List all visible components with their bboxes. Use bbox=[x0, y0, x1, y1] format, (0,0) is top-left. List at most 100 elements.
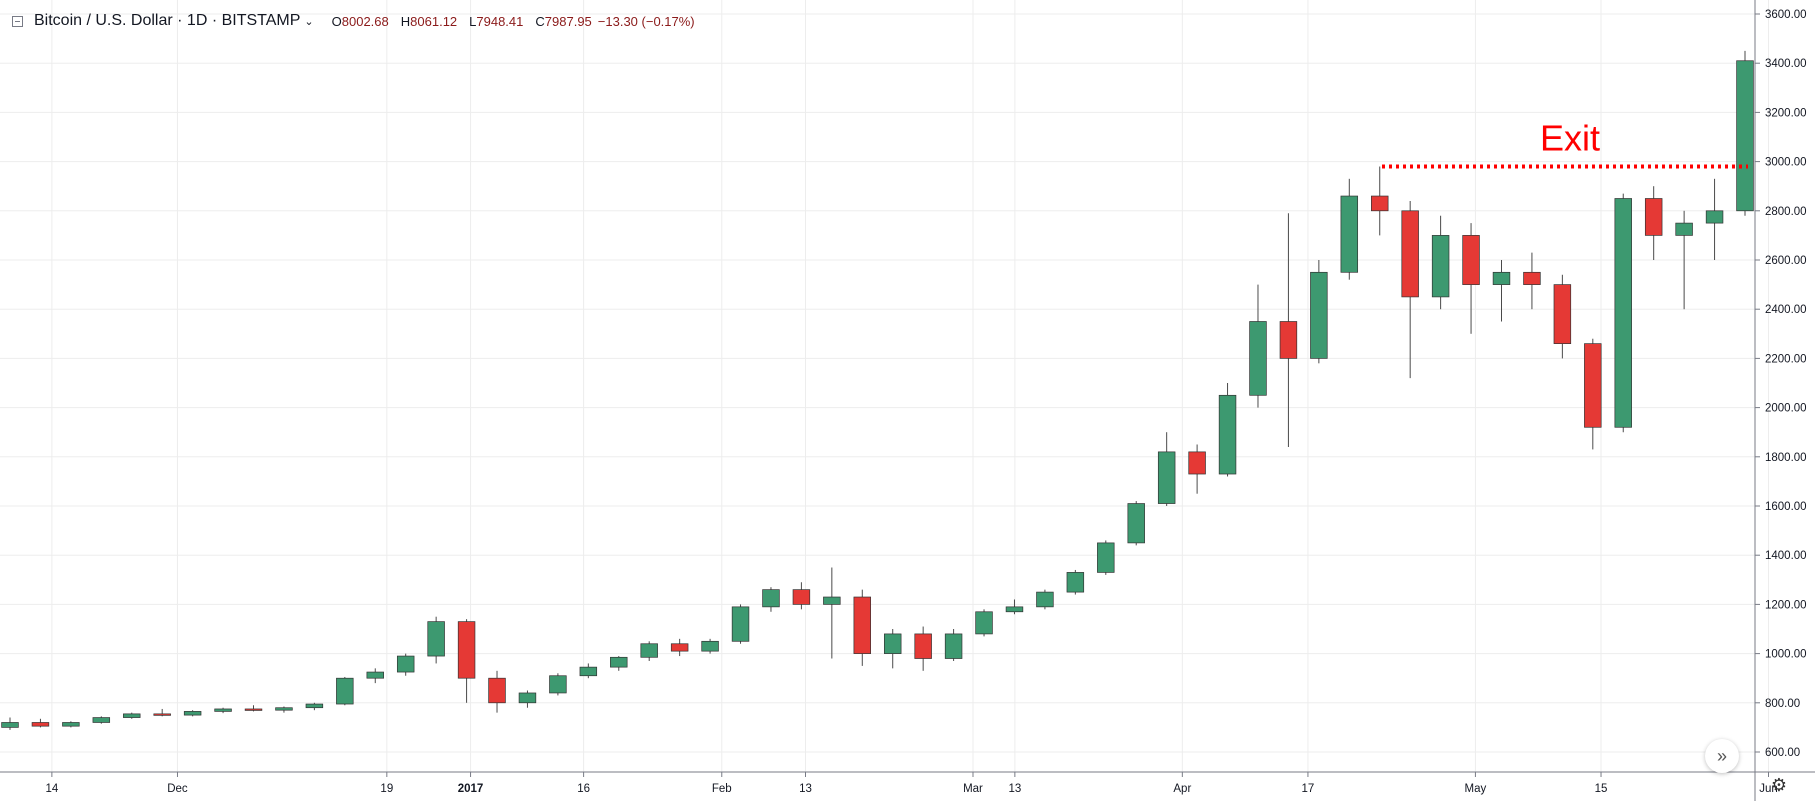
candle bbox=[1249, 284, 1267, 408]
chart-grid bbox=[0, 0, 1769, 772]
candle bbox=[610, 656, 628, 671]
candle bbox=[244, 705, 263, 712]
candle bbox=[975, 609, 993, 637]
candle bbox=[457, 619, 476, 703]
y-tick-label: 2400.00 bbox=[1765, 304, 1807, 316]
candle bbox=[336, 676, 354, 706]
exit-label: Exit bbox=[1540, 118, 1600, 159]
candle-body-down bbox=[914, 633, 932, 659]
candle bbox=[1736, 50, 1754, 216]
candle-body-up bbox=[1340, 195, 1359, 273]
candle bbox=[183, 710, 202, 717]
candle-body-up bbox=[1310, 271, 1328, 359]
x-tick-label: Jun bbox=[1759, 783, 1778, 795]
candle bbox=[396, 653, 415, 676]
ohlc-high: H8061.12 bbox=[400, 13, 458, 29]
candle bbox=[1188, 444, 1206, 494]
candle-body-up bbox=[610, 656, 628, 668]
ohlc-values: O8002.68 H8061.12 L7948.41 C7987.95 bbox=[332, 14, 592, 29]
x-tick-label: 13 bbox=[799, 783, 812, 795]
candle-body-up bbox=[305, 703, 324, 709]
candle-body-up bbox=[1705, 210, 1724, 224]
exit-annotation: Exit bbox=[1382, 118, 1748, 169]
candle-body-down bbox=[1371, 195, 1389, 212]
candle-body-up bbox=[1736, 60, 1754, 212]
candle bbox=[1705, 178, 1724, 260]
candle-body-up bbox=[336, 677, 354, 705]
candle bbox=[1401, 200, 1419, 379]
candle bbox=[640, 641, 658, 661]
candle-body-down bbox=[1553, 284, 1572, 344]
candle-body-up bbox=[123, 713, 141, 718]
time-axis[interactable]: 14Dec19201716Feb13Mar13Apr17May15Jun19Ju… bbox=[0, 771, 1815, 795]
y-tick-label: 2800.00 bbox=[1765, 206, 1807, 218]
candle-body-down bbox=[1523, 271, 1541, 285]
candle bbox=[1614, 193, 1632, 433]
double-chevron-right-icon: » bbox=[1716, 745, 1727, 766]
candle bbox=[701, 638, 719, 654]
candle bbox=[214, 707, 232, 714]
candle-body-up bbox=[396, 655, 415, 673]
candle bbox=[31, 718, 50, 728]
ohlc-close: C7987.95 bbox=[535, 13, 592, 29]
candle bbox=[153, 708, 171, 717]
price-axis[interactable]: 600.00 800.00 1000.00 1200.00 1400.00 1600.00… bbox=[1754, 0, 1807, 801]
candle bbox=[488, 670, 506, 713]
candle-body-up bbox=[214, 708, 232, 712]
y-tick-label: 1000.00 bbox=[1765, 649, 1807, 661]
candle-body-up bbox=[731, 606, 750, 642]
candle bbox=[366, 668, 384, 684]
scroll-to-latest-button[interactable]: » bbox=[1705, 739, 1739, 773]
candle-body-up bbox=[944, 633, 963, 659]
x-tick-label: May bbox=[1465, 783, 1487, 795]
y-tick-label: 1800.00 bbox=[1765, 452, 1807, 464]
candle-body-down bbox=[1644, 198, 1663, 236]
candle bbox=[1584, 338, 1602, 450]
candle bbox=[62, 721, 80, 728]
candle bbox=[1036, 589, 1054, 610]
x-tick-label: 15 bbox=[1595, 783, 1608, 795]
settings-button[interactable]: ⚙ bbox=[1768, 774, 1790, 796]
candle-body-up bbox=[92, 717, 111, 723]
candle bbox=[1340, 178, 1359, 280]
candle-body-up bbox=[1614, 198, 1632, 428]
y-tick-label: 3200.00 bbox=[1765, 107, 1807, 119]
candle bbox=[1462, 223, 1480, 334]
minus-box-icon[interactable] bbox=[12, 15, 23, 27]
candle bbox=[731, 604, 750, 644]
chevron-down-icon[interactable]: ⌄ bbox=[304, 15, 314, 28]
candle-body-down bbox=[1462, 235, 1480, 285]
candle-body-up bbox=[1036, 591, 1054, 608]
candle bbox=[1553, 274, 1572, 359]
candle-body-down bbox=[1188, 451, 1206, 475]
x-tick-label: 2017 bbox=[458, 783, 484, 795]
candle bbox=[914, 626, 932, 671]
candle-body-up bbox=[579, 666, 598, 677]
candle-body-up bbox=[701, 640, 719, 652]
candle bbox=[762, 587, 780, 612]
x-tick-label: 14 bbox=[45, 783, 58, 795]
candle-body-up bbox=[1097, 542, 1115, 573]
candle-body-up bbox=[549, 675, 567, 694]
candle bbox=[1371, 166, 1389, 236]
candle-body-up bbox=[640, 643, 658, 658]
candle bbox=[275, 706, 293, 713]
y-tick-label: 600.00 bbox=[1765, 747, 1800, 759]
candle bbox=[1310, 260, 1328, 364]
candle-body-down bbox=[1584, 343, 1602, 428]
candle bbox=[1279, 213, 1298, 447]
x-tick-label: 16 bbox=[577, 783, 590, 795]
candle bbox=[1127, 501, 1145, 546]
candle-body-up bbox=[883, 633, 902, 654]
candle-body-up bbox=[1249, 321, 1267, 396]
candle bbox=[1431, 215, 1450, 310]
ohlc-open: O8002.68 bbox=[331, 13, 389, 29]
symbol-title[interactable]: Bitcoin / U.S. Dollar · 1D · BITSTAMP bbox=[34, 12, 301, 29]
candle bbox=[1097, 540, 1115, 575]
candle-body-up bbox=[518, 692, 537, 704]
candle bbox=[670, 638, 689, 657]
candle-body-down bbox=[153, 713, 171, 716]
x-tick-label: 17 bbox=[1302, 783, 1315, 795]
x-tick-label: Mar bbox=[963, 783, 983, 795]
